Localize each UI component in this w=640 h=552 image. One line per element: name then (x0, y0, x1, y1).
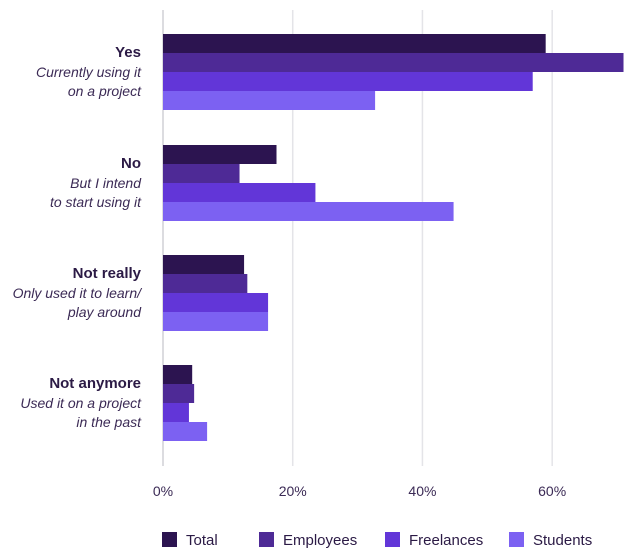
legend-swatch-freelances (385, 532, 400, 547)
x-tick-label: 40% (408, 483, 436, 499)
bar-freelances-1 (163, 183, 316, 202)
x-axis-ticks: 0% 20% 40% 60% (153, 483, 566, 499)
bar-total-0 (163, 34, 546, 53)
category-subtitle: Used it on a project (20, 395, 142, 411)
bar-total-1 (163, 145, 277, 164)
x-tick-label: 60% (538, 483, 566, 499)
bar-freelances-2 (163, 293, 269, 312)
category-subtitle: Only used it to learn/ (13, 285, 144, 301)
category-labels: Yes Currently using it on a project No But I… (13, 44, 144, 430)
bar-freelances-3 (163, 403, 189, 422)
category-title: No (121, 155, 141, 172)
category-subtitle: in the past (76, 414, 142, 430)
bars (163, 34, 624, 441)
bar-students-3 (163, 422, 208, 441)
category-subtitle: to start using it (50, 194, 142, 210)
category-subtitle: on a project (68, 83, 142, 99)
x-tick-label: 20% (279, 483, 307, 499)
legend-label-students: Students (533, 532, 592, 549)
category-title: Not really (73, 265, 142, 282)
legend: Total Employees Freelances Students (162, 532, 592, 549)
legend-swatch-students (509, 532, 524, 547)
x-tick-label: 0% (153, 483, 173, 499)
bar-total-2 (163, 255, 245, 274)
legend-label-freelances: Freelances (409, 532, 483, 549)
bar-students-0 (163, 91, 376, 110)
category-subtitle: play around (67, 304, 142, 320)
legend-label-total: Total (186, 532, 218, 549)
bar-total-3 (163, 365, 193, 384)
legend-swatch-employees (259, 532, 274, 547)
category-subtitle: Currently using it (36, 64, 142, 80)
category-title: Yes (115, 44, 141, 61)
bar-employees-3 (163, 384, 195, 403)
legend-swatch-total (162, 532, 177, 547)
bar-employees-1 (163, 164, 240, 183)
legend-label-employees: Employees (283, 532, 357, 549)
bar-freelances-0 (163, 72, 533, 91)
bar-students-1 (163, 202, 454, 221)
bar-employees-0 (163, 53, 624, 72)
category-subtitle: But I intend (70, 175, 142, 191)
bar-students-2 (163, 312, 269, 331)
category-title: Not anymore (49, 375, 141, 392)
bar-employees-2 (163, 274, 248, 293)
